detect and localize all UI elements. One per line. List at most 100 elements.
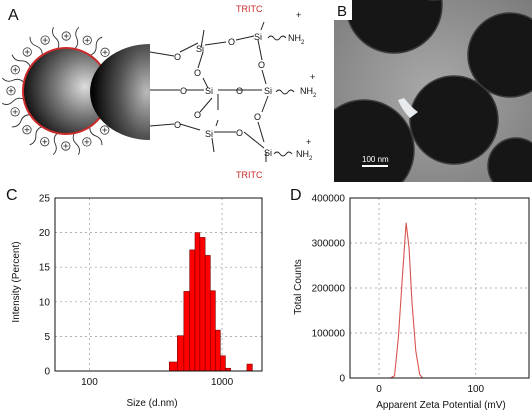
svg-text:NH2: NH2 bbox=[288, 33, 305, 46]
chart-d-series bbox=[390, 222, 423, 379]
histogram-bar bbox=[168, 361, 178, 372]
chart-d-ylabel: Total Counts bbox=[293, 259, 304, 315]
histogram-bar bbox=[199, 237, 206, 372]
plus-charge bbox=[82, 137, 92, 147]
svg-text:Si: Si bbox=[196, 44, 204, 54]
svg-text:Si: Si bbox=[264, 148, 272, 158]
svg-text:O: O bbox=[194, 110, 201, 120]
chart-c-grid bbox=[55, 197, 262, 372]
amine-groups: NH2 NH2 NH2 + + + bbox=[288, 10, 317, 162]
surface-chains bbox=[1, 26, 121, 156]
panel-b-letter: B bbox=[337, 3, 347, 20]
plus-charge bbox=[10, 65, 20, 75]
surface-chain bbox=[29, 126, 43, 146]
plus-charge bbox=[10, 107, 20, 117]
chart-d-xlabel: Apparent Zeta Potential (mV) bbox=[376, 400, 506, 410]
svg-text:+: + bbox=[310, 72, 315, 82]
plot-frame bbox=[54, 197, 263, 372]
panel-c-letter: C bbox=[6, 187, 18, 204]
svg-text:O: O bbox=[236, 128, 243, 138]
siloxane-bonds bbox=[149, 21, 269, 162]
surface-chain bbox=[1, 77, 25, 83]
atom-labels: Si Si Si Si Si Si O O O O O O O O O O bbox=[174, 32, 272, 158]
chart-c-ylabel: Intensity (Percent) bbox=[11, 241, 22, 322]
positive-charges bbox=[6, 31, 110, 151]
plus-charge bbox=[40, 137, 50, 147]
svg-text:O: O bbox=[180, 86, 187, 96]
svg-text:+: + bbox=[306, 137, 311, 147]
y-tick-label: 300000 bbox=[312, 239, 346, 250]
scale-bar-label: 100 nm bbox=[362, 155, 389, 164]
histogram-bar bbox=[194, 232, 201, 372]
scale-bar bbox=[362, 165, 388, 167]
plot-frame bbox=[349, 197, 530, 379]
chart-c-axes: 0 5 10 15 20 25 100 1000 bbox=[39, 194, 263, 388]
surface-chain bbox=[11, 114, 31, 128]
histogram-bar bbox=[246, 363, 253, 372]
zoomed-surface bbox=[90, 44, 150, 140]
surface-chain bbox=[52, 27, 60, 49]
surface-chain bbox=[89, 126, 103, 146]
panel-c-size-chart: C Intensity (Percent) Size (d.nm) 0 5 10 15… bbox=[6, 187, 263, 409]
plus-charge bbox=[22, 47, 32, 57]
histogram-bar bbox=[189, 249, 196, 372]
panel-b-tem-image: B 100 nm bbox=[334, 0, 532, 182]
svg-text:Si: Si bbox=[254, 32, 262, 42]
panel-a-schematic: A Si Si Si S bbox=[1, 4, 317, 180]
chart-c-xlabel: Size (d.nm) bbox=[126, 398, 177, 409]
surface-chain bbox=[2, 97, 24, 105]
histogram-bar bbox=[215, 329, 221, 372]
panel-b-letter-bg bbox=[334, 0, 352, 20]
plus-charge bbox=[100, 125, 110, 135]
surface-chain bbox=[74, 26, 80, 50]
plus-charge bbox=[100, 47, 110, 57]
plus-charge bbox=[6, 86, 16, 96]
svg-text:Si: Si bbox=[205, 129, 213, 139]
histogram-bar bbox=[220, 355, 226, 372]
svg-text:O: O bbox=[254, 112, 261, 122]
surface-chain bbox=[29, 36, 43, 56]
x-tick-label: 0 bbox=[376, 384, 382, 395]
tritc-label-bottom: TRITC bbox=[236, 170, 263, 180]
svg-text:NH2: NH2 bbox=[300, 86, 317, 99]
plus-charge bbox=[40, 35, 50, 45]
plus-charge bbox=[82, 35, 92, 45]
y-tick-label: 400000 bbox=[312, 194, 346, 205]
svg-text:Si: Si bbox=[264, 86, 272, 96]
y-tick-label: 15 bbox=[39, 263, 51, 274]
histogram-bar bbox=[183, 291, 190, 372]
x-tick-label: 1000 bbox=[211, 377, 234, 388]
panel-a-letter: A bbox=[8, 7, 19, 24]
y-tick-label: 25 bbox=[39, 194, 51, 205]
y-tick-label: 0 bbox=[44, 367, 50, 378]
y-tick-label: 200000 bbox=[312, 284, 346, 295]
surface-chain bbox=[52, 132, 58, 156]
chart-d-grid bbox=[350, 197, 529, 379]
panel-d-letter: D bbox=[290, 187, 302, 204]
y-tick-label: 5 bbox=[44, 332, 50, 343]
tem-bright-gap bbox=[398, 98, 418, 118]
svg-text:O: O bbox=[236, 86, 243, 96]
y-tick-label: 100000 bbox=[312, 329, 346, 340]
surface-chain bbox=[89, 36, 103, 56]
svg-text:O: O bbox=[258, 60, 265, 70]
histogram-bar bbox=[204, 255, 211, 372]
plus-charge bbox=[22, 125, 32, 135]
y-tick-label: 0 bbox=[339, 374, 345, 385]
plus-charge bbox=[61, 141, 71, 151]
plus-charge bbox=[61, 31, 71, 41]
svg-text:O: O bbox=[174, 52, 181, 62]
x-tick-label: 100 bbox=[467, 384, 484, 395]
tritc-label-top: TRITC bbox=[236, 4, 263, 14]
chart-d-axes: 0 100000 200000 300000 400000 0 100 bbox=[312, 194, 530, 395]
y-tick-label: 10 bbox=[39, 297, 51, 308]
zeta-distribution-line bbox=[390, 222, 423, 379]
svg-text:O: O bbox=[174, 120, 181, 130]
svg-text:O: O bbox=[194, 68, 201, 78]
panel-d-zeta-chart: D Total Counts Apparent Zeta Potential (… bbox=[290, 187, 530, 410]
svg-text:NH2: NH2 bbox=[296, 149, 313, 162]
svg-text:+: + bbox=[296, 10, 301, 20]
tem-particles bbox=[334, 0, 532, 182]
histogram-bar bbox=[209, 290, 216, 372]
surface-chain bbox=[11, 54, 31, 68]
